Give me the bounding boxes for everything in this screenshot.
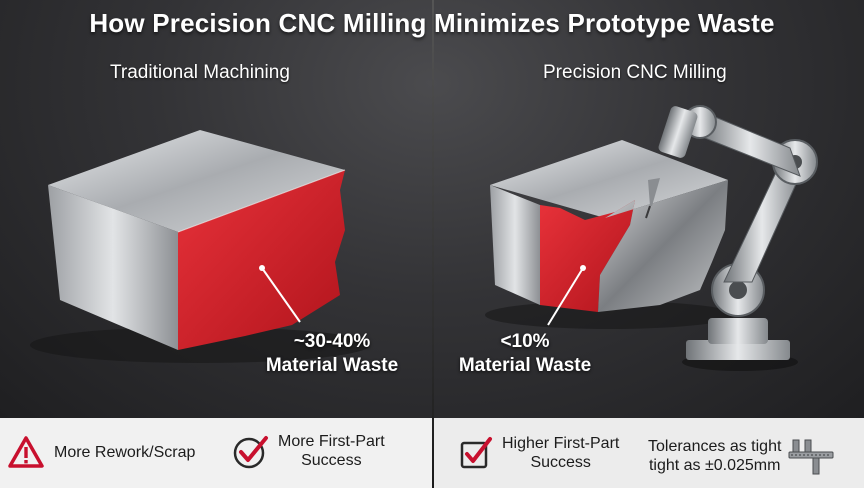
panel-divider [432, 0, 434, 488]
feature-rework: More Rework/Scrap [8, 436, 195, 468]
waste-region-left [178, 170, 345, 350]
robot-arm [645, 105, 818, 371]
pointer-line-left [261, 267, 301, 323]
waste-callout-traditional: ~30-40% Material Waste [262, 330, 402, 378]
waste-region-right [540, 200, 635, 312]
panel-title-cnc: Precision CNC Milling [543, 62, 727, 83]
waste-callout-cnc: <10% Material Waste [455, 330, 595, 378]
caliper-icon [788, 439, 834, 475]
page-title: How Precision CNC Milling Minimizes Prot… [89, 8, 775, 38]
waste-value: ~30-40% [293, 331, 371, 352]
cnc-block [485, 140, 735, 329]
check-box-icon [460, 437, 492, 469]
feature-tolerance: Tolerances as tight tight as ±0.025mm [648, 434, 837, 478]
feature-higher-first-part: Higher First-Part Success [458, 434, 619, 472]
feature-label-line1: Higher First-Part [502, 435, 620, 452]
machined-surface [598, 180, 728, 312]
illustration [30, 105, 818, 371]
feature-label-line1: More First-Part [278, 433, 385, 450]
feature-label-line1: Tolerances as tight [648, 438, 782, 455]
feature-label-line2: tight as ±0.025mm [648, 457, 781, 474]
waste-value: <10% [500, 331, 550, 352]
waste-label: Material Waste [265, 355, 399, 376]
traditional-block [30, 130, 370, 363]
pointer-line-right [547, 267, 584, 326]
feature-label-line2: Success [530, 454, 591, 471]
feature-label: More Rework/Scrap [54, 443, 196, 461]
feature-first-part: More First-Part Success [232, 432, 385, 470]
feature-label-line2: Success [301, 452, 362, 469]
check-circle-icon [233, 436, 268, 469]
panel-title-traditional: Traditional Machining [110, 62, 290, 83]
footer-traditional [0, 418, 432, 488]
warning-triangle-icon [8, 436, 44, 468]
waste-label: Material Waste [458, 355, 592, 376]
